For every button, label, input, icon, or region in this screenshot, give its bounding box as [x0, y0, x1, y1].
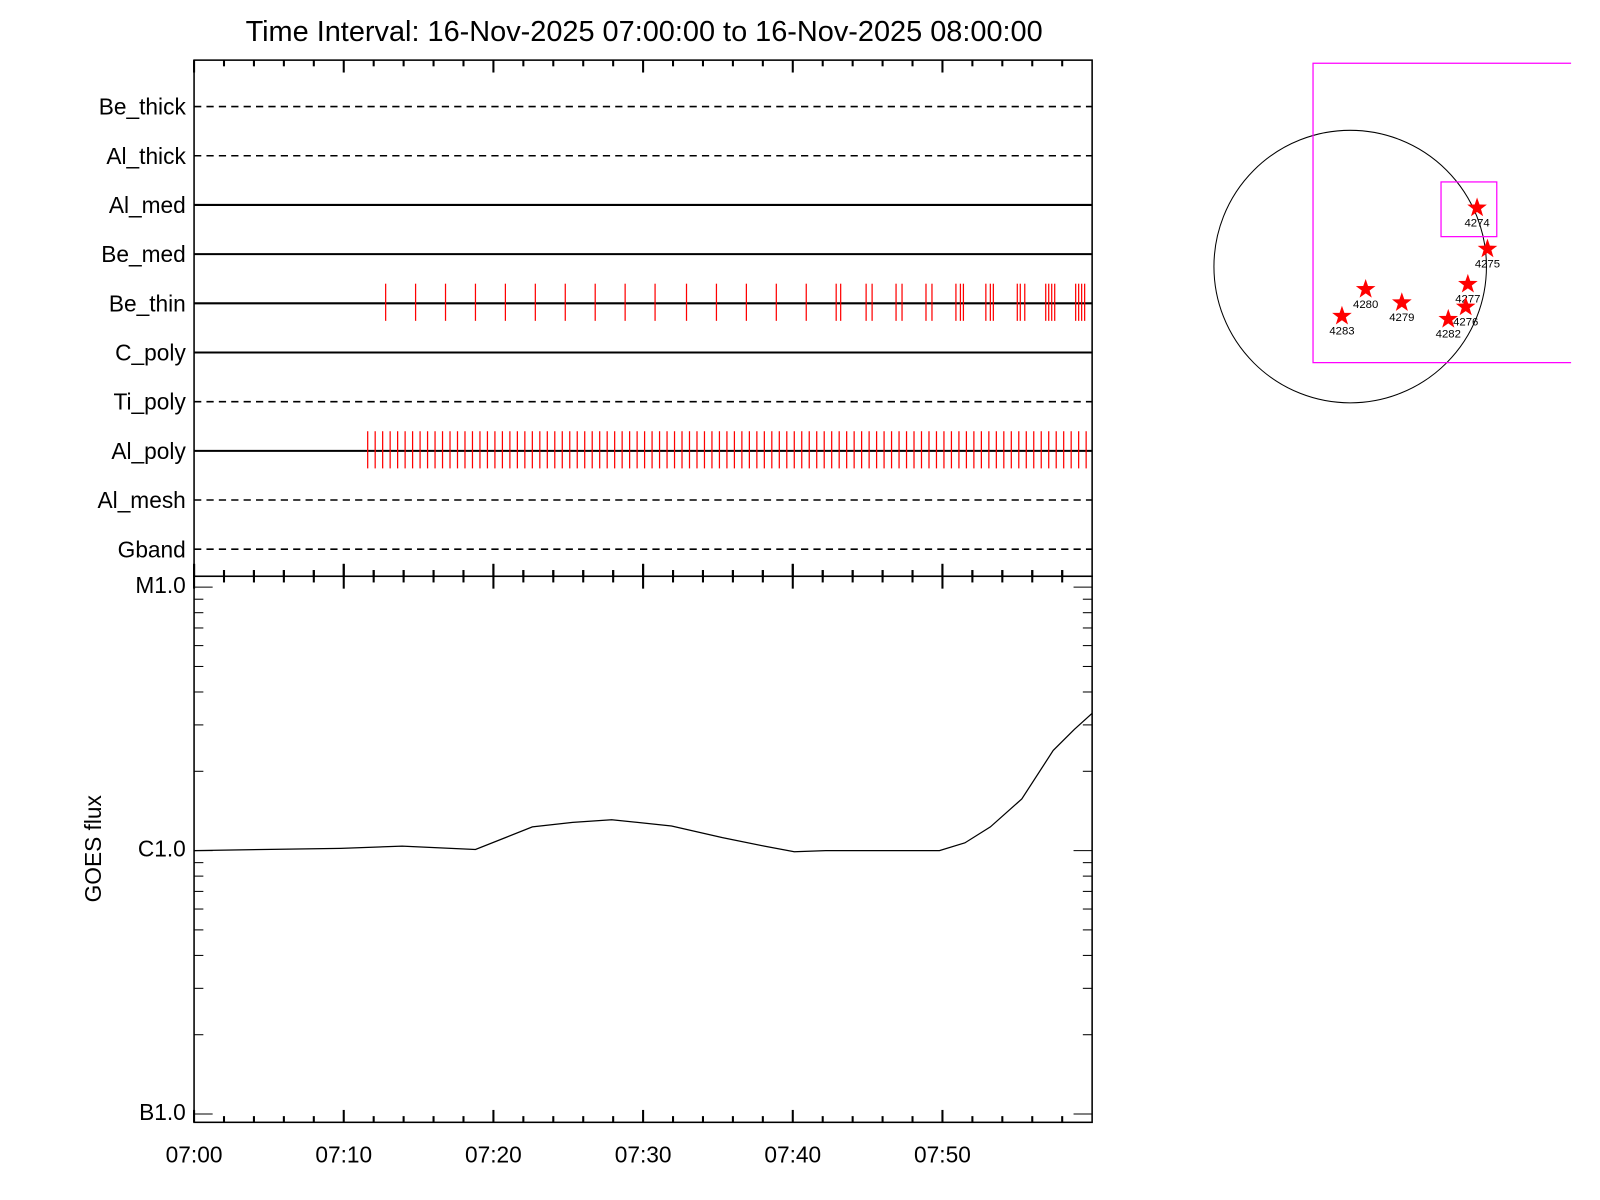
row-label: Al_mesh [98, 487, 186, 513]
region-label: 4280 [1353, 299, 1378, 311]
region-marker [1355, 278, 1376, 298]
region-marker [1332, 305, 1352, 325]
y-tick-label: M1.0 [135, 572, 185, 598]
x-tick-label: 07:10 [315, 1141, 372, 1167]
x-tick-label: 07:40 [764, 1141, 821, 1167]
x-tick-label: 07:50 [914, 1141, 971, 1167]
region-label: 4276 [1453, 316, 1478, 328]
row-label: Ti_poly [114, 389, 187, 415]
row-label: Al_thick [106, 143, 186, 169]
row-label: Al_poly [111, 438, 186, 464]
region-label: 4277 [1455, 294, 1480, 306]
region-label: 4282 [1436, 329, 1461, 341]
region-marker [1438, 308, 1459, 328]
region-label: 4274 [1464, 217, 1489, 229]
goes-frame [193, 575, 1093, 1124]
x-tick-label: 07:20 [465, 1141, 522, 1167]
chart-title: Time Interval: 16-Nov-2025 07:00:00 to 1… [246, 16, 1043, 48]
region-label: 4279 [1389, 312, 1414, 324]
field-of-view [1312, 62, 1572, 364]
region-marker [1455, 296, 1476, 316]
row-label: Al_med [109, 192, 186, 218]
row-label: Be_med [101, 241, 186, 267]
row-label: Gband [118, 536, 186, 562]
target-box [1440, 181, 1498, 238]
goes-curve [194, 712, 1093, 853]
region-marker [1458, 273, 1478, 293]
row-label: C_poly [115, 340, 186, 366]
row-label: Be_thin [109, 290, 186, 316]
y-axis-label: GOES flux [80, 795, 106, 903]
region-label: 4283 [1329, 326, 1354, 338]
region-marker [1467, 197, 1487, 217]
y-tick-label: B1.0 [139, 1099, 186, 1125]
region-marker [1392, 292, 1412, 311]
region-marker [1477, 238, 1498, 258]
solar-disk [1213, 129, 1487, 404]
row-label: Be_thick [99, 94, 187, 120]
x-tick-label: 07:30 [615, 1141, 672, 1167]
region-label: 4275 [1475, 258, 1500, 270]
y-tick-label: C1.0 [138, 836, 186, 862]
x-tick-label: 07:00 [166, 1141, 223, 1167]
timeline-frame [193, 59, 1093, 578]
